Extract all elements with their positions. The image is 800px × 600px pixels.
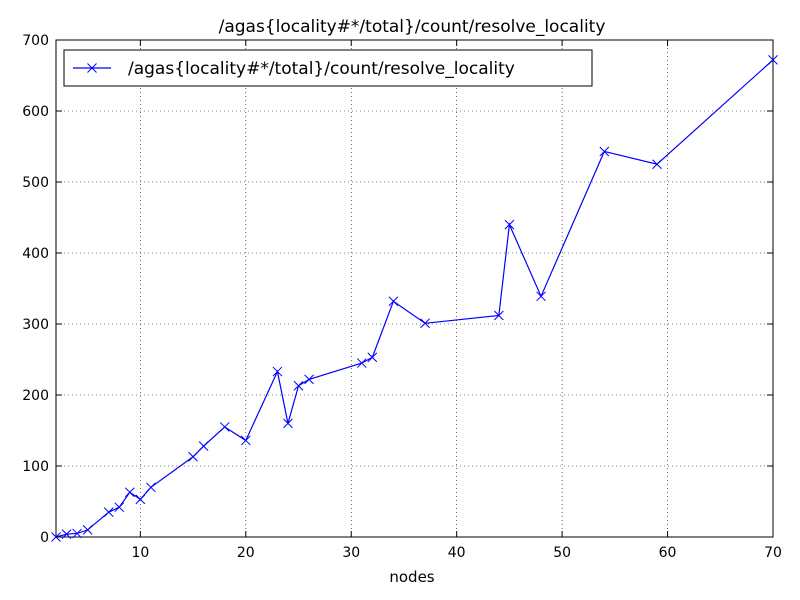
- data-point: [420, 318, 430, 329]
- y-tick-label: 200: [22, 388, 49, 404]
- data-point: [82, 525, 93, 535]
- data-point: [599, 146, 610, 157]
- y-tick-label: 600: [22, 104, 49, 120]
- data-point: [356, 358, 367, 368]
- y-tick-label: 0: [40, 530, 49, 546]
- data-point: [72, 528, 82, 539]
- x-tick-label: 20: [237, 545, 255, 561]
- data-point: [219, 422, 230, 432]
- x-tick-label: 10: [131, 545, 149, 561]
- x-tick-label: 30: [342, 545, 360, 561]
- y-tick-label: 700: [22, 33, 49, 49]
- x-axis-label: nodes: [389, 568, 434, 586]
- plot-frame: [55, 39, 774, 538]
- data-point: [124, 487, 135, 498]
- data-point: [388, 296, 399, 307]
- data-point: [768, 55, 778, 65]
- data-point: [61, 529, 72, 540]
- data-point: [367, 352, 378, 363]
- data-point: [146, 482, 156, 493]
- x-tick-label: 40: [448, 545, 466, 561]
- grid-layer: [56, 39, 774, 538]
- data-point: [188, 451, 198, 462]
- data-point: [652, 159, 662, 170]
- data-point: [283, 418, 293, 429]
- chart-title: /agas{locality#*/total}/count/resolve_lo…: [219, 17, 606, 37]
- legend-marker: [87, 63, 97, 73]
- data-point: [240, 435, 251, 446]
- data-point: [536, 291, 546, 302]
- y-tick-label: 400: [22, 246, 49, 262]
- y-tick-label: 100: [22, 459, 49, 475]
- legend-marker-icon: [87, 63, 97, 73]
- axes-layer: [55, 39, 774, 538]
- x-tick-label: 60: [659, 545, 677, 561]
- x-tick-label: 70: [764, 545, 782, 561]
- legend: /agas{locality#*/total}/count/resolve_lo…: [63, 49, 593, 87]
- legend-box: [63, 49, 593, 87]
- data-point: [304, 374, 314, 385]
- data-point: [114, 502, 125, 513]
- data-point: [493, 310, 504, 321]
- series-line: [55, 59, 774, 538]
- x-tick-label: 50: [553, 545, 571, 561]
- data-point: [103, 507, 114, 518]
- data-point: [293, 380, 304, 391]
- data-point: [272, 366, 283, 377]
- data-point: [135, 494, 146, 505]
- data-point: [198, 441, 209, 451]
- series-layer: [51, 55, 778, 542]
- y-tick-label: 300: [22, 317, 49, 333]
- y-tick-label: 500: [22, 175, 49, 191]
- data-point: [504, 219, 515, 230]
- legend-entry-label: /agas{locality#*/total}/count/resolve_lo…: [128, 59, 515, 79]
